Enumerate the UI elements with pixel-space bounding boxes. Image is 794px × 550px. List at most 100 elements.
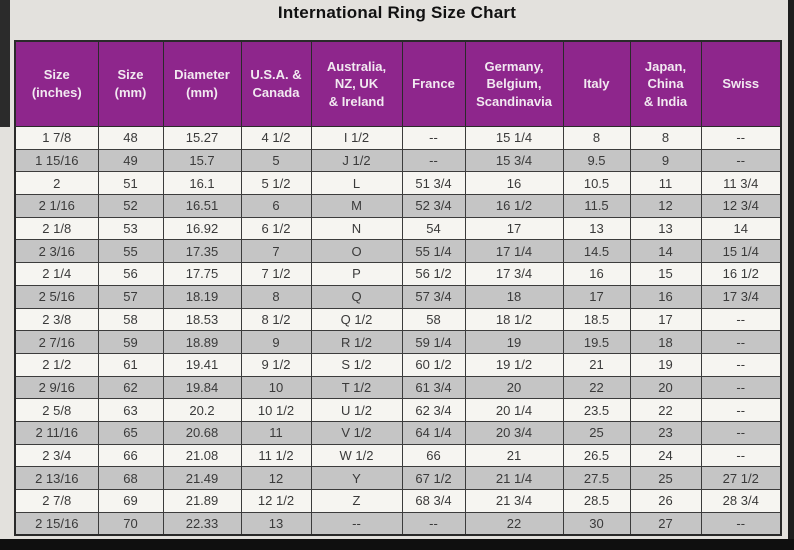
table-cell: 19 <box>464 330 564 354</box>
table-cell: 9 <box>629 148 702 173</box>
table-cell: -- <box>700 330 782 354</box>
table-cell: 12 <box>629 194 702 218</box>
table-cell: 22 <box>629 398 702 422</box>
table-cell: 16 1/2 <box>464 194 564 218</box>
table-cell: I 1/2 <box>310 126 403 150</box>
table-row: 2 1/8 53 16.92 6 1/2 N 54 17 13 13 14 <box>14 216 782 241</box>
table-cell: 18.5 <box>562 307 631 332</box>
table-cell: 22 <box>562 375 631 400</box>
table-cell: 13 <box>562 216 631 241</box>
table-cell: 51 <box>97 171 164 196</box>
table-cell: 21 <box>464 443 564 468</box>
table-row: 2 1/4 56 17.75 7 1/2 P 56 1/2 17 3/4 16 15 16 1/2 <box>14 262 782 286</box>
table-cell: -- <box>401 126 466 150</box>
table-cell: 19 <box>629 352 702 377</box>
table-cell: 27 <box>629 511 702 536</box>
table-cell: 65 <box>97 420 164 445</box>
table-cell: 7 <box>240 239 312 264</box>
table-cell: 5 1/2 <box>240 171 312 196</box>
table-cell: 2 <box>14 171 99 196</box>
table-cell: 57 3/4 <box>401 284 466 309</box>
table-row: 2 1/2 61 19.41 9 1/2 S 1/2 60 1/2 19 1/2 21 19 -- <box>14 352 782 377</box>
table-cell: 2 7/16 <box>14 330 99 354</box>
table-body: 1 7/8 48 15.27 4 1/2 I 1/2 -- 15 1/4 8 8 -- 1 15/1… <box>14 126 782 536</box>
table-cell: 5 <box>240 148 312 173</box>
table-row: 2 5/8 63 20.2 10 1/2 U 1/2 62 3/4 20 1/4 23.5 22… <box>14 398 782 422</box>
table-row: 2 1/16 52 16.51 6 M 52 3/4 16 1/2 11.5 12 12 3/4 <box>14 194 782 218</box>
table-cell: 52 <box>97 194 164 218</box>
table-cell: 14.5 <box>562 239 631 264</box>
header-cell-2: Diameter (mm) <box>162 40 242 127</box>
table-cell: 11 3/4 <box>700 171 782 196</box>
table-cell: J 1/2 <box>310 148 403 173</box>
table-cell: 67 1/2 <box>401 466 466 490</box>
table-cell: 25 <box>629 466 702 490</box>
table-cell: 11.5 <box>562 194 631 218</box>
table-cell: -- <box>401 511 466 536</box>
table-cell: 17 <box>562 284 631 309</box>
table-cell: 68 3/4 <box>401 489 466 513</box>
table-cell: U 1/2 <box>310 398 403 422</box>
table-cell: 12 1/2 <box>240 489 312 513</box>
table-cell: 2 3/8 <box>14 307 99 332</box>
table-cell: S 1/2 <box>310 352 403 377</box>
table-cell: 59 1/4 <box>401 330 466 354</box>
table-cell: -- <box>700 443 782 468</box>
table-cell: 28 3/4 <box>700 489 782 513</box>
table-cell: 11 <box>629 171 702 196</box>
table-cell: 17 3/4 <box>700 284 782 309</box>
table-cell: 2 3/4 <box>14 443 99 468</box>
table-cell: 17 1/4 <box>464 239 564 264</box>
table-row: 2 51 16.1 5 1/2 L 51 3/4 16 10.5 11 11 3/4 <box>14 171 782 196</box>
header-cell-8: Japan, China & India <box>629 40 702 127</box>
header-cell-9: Swiss <box>700 40 782 127</box>
table-cell: 17.35 <box>162 239 242 264</box>
table-cell: -- <box>700 352 782 377</box>
table-cell: 20.2 <box>162 398 242 422</box>
table-cell: 70 <box>97 511 164 536</box>
table-cell: 1 15/16 <box>14 148 99 173</box>
table-cell: 69 <box>97 489 164 513</box>
table-cell: 49 <box>97 148 164 173</box>
table-cell: -- <box>401 148 466 173</box>
table-cell: V 1/2 <box>310 420 403 445</box>
table-row: 2 3/4 66 21.08 11 1/2 W 1/2 66 21 26.5 24 -- <box>14 443 782 468</box>
table-cell: 2 5/16 <box>14 284 99 309</box>
table-cell: 12 <box>240 466 312 490</box>
table-cell: 2 5/8 <box>14 398 99 422</box>
table-cell: N <box>310 216 403 241</box>
table-cell: 53 <box>97 216 164 241</box>
table-cell: -- <box>700 511 782 536</box>
table-cell: 20 <box>629 375 702 400</box>
scan-frame-bottom <box>0 539 794 550</box>
table-cell: 18.19 <box>162 284 242 309</box>
table-cell: Q <box>310 284 403 309</box>
table-cell: 17 3/4 <box>464 262 564 286</box>
table-cell: 9 1/2 <box>240 352 312 377</box>
header-cell-6: Germany, Belgium, Scandinavia <box>464 40 564 127</box>
header-cell-7: Italy <box>562 40 631 127</box>
table-cell: 23 <box>629 420 702 445</box>
table-cell: P <box>310 262 403 286</box>
table-cell: 52 3/4 <box>401 194 466 218</box>
table-cell: T 1/2 <box>310 375 403 400</box>
table-cell: 15 1/4 <box>700 239 782 264</box>
table-cell: -- <box>700 420 782 445</box>
table-cell: 22.33 <box>162 511 242 536</box>
table-cell: 60 1/2 <box>401 352 466 377</box>
table-cell: 6 1/2 <box>240 216 312 241</box>
table-cell: 62 3/4 <box>401 398 466 422</box>
table-cell: 6 <box>240 194 312 218</box>
table-header-row: Size (inches) Size (mm) Diameter (mm) U.S.A… <box>14 40 782 127</box>
table-cell: 48 <box>97 126 164 150</box>
table-cell: 19.84 <box>162 375 242 400</box>
table-header: Size (inches) Size (mm) Diameter (mm) U.S.A… <box>14 40 782 127</box>
table-cell: 20 1/4 <box>464 398 564 422</box>
table-row: 2 9/16 62 19.84 10 T 1/2 61 3/4 20 22 20 -- <box>14 375 782 400</box>
table-cell: 2 7/8 <box>14 489 99 513</box>
table-cell: 18.53 <box>162 307 242 332</box>
table-cell: O <box>310 239 403 264</box>
table-cell: 66 <box>401 443 466 468</box>
table-cell: 15 <box>629 262 702 286</box>
table-cell: 27 1/2 <box>700 466 782 490</box>
